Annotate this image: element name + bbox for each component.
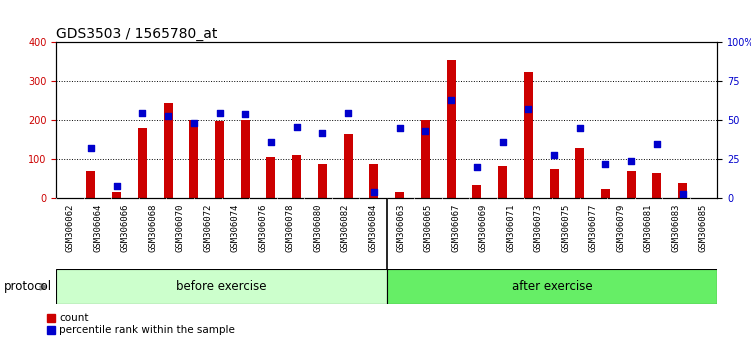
Bar bbox=[267, 157, 276, 198]
Bar bbox=[369, 164, 379, 198]
Text: GSM306063: GSM306063 bbox=[396, 204, 405, 252]
Text: GSM306084: GSM306084 bbox=[369, 204, 378, 252]
Bar bbox=[189, 120, 198, 198]
Point bbox=[316, 130, 328, 136]
Text: GSM306074: GSM306074 bbox=[231, 204, 240, 252]
Point bbox=[496, 139, 508, 145]
Bar bbox=[447, 60, 456, 198]
Point bbox=[471, 164, 483, 170]
Bar bbox=[138, 128, 147, 198]
Legend: count, percentile rank within the sample: count, percentile rank within the sample bbox=[47, 313, 235, 335]
Point bbox=[625, 158, 637, 164]
Point bbox=[213, 110, 225, 115]
Text: GSM306067: GSM306067 bbox=[451, 204, 460, 252]
Text: GSM306071: GSM306071 bbox=[506, 204, 515, 252]
Point bbox=[368, 189, 380, 195]
Text: GSM306066: GSM306066 bbox=[121, 204, 130, 252]
Point bbox=[677, 191, 689, 196]
Text: GSM306078: GSM306078 bbox=[286, 204, 295, 252]
Point bbox=[574, 125, 586, 131]
Text: GSM306069: GSM306069 bbox=[478, 204, 487, 252]
Bar bbox=[498, 166, 507, 198]
Bar bbox=[678, 183, 687, 198]
Bar bbox=[318, 164, 327, 198]
Bar bbox=[395, 193, 404, 198]
Text: GSM306085: GSM306085 bbox=[699, 204, 708, 252]
Bar bbox=[292, 155, 301, 198]
Bar bbox=[86, 171, 95, 198]
Text: GSM306070: GSM306070 bbox=[176, 204, 185, 252]
Text: before exercise: before exercise bbox=[176, 280, 267, 293]
Point bbox=[419, 129, 431, 134]
Point bbox=[188, 121, 200, 126]
Bar bbox=[421, 120, 430, 198]
Bar bbox=[653, 173, 662, 198]
Bar bbox=[523, 72, 532, 198]
Point bbox=[651, 141, 663, 147]
Text: GSM306065: GSM306065 bbox=[424, 204, 433, 252]
Point bbox=[445, 97, 457, 103]
Text: GSM306082: GSM306082 bbox=[341, 204, 350, 252]
Point bbox=[265, 139, 277, 145]
Text: after exercise: after exercise bbox=[511, 280, 593, 293]
Point bbox=[599, 161, 611, 167]
Point bbox=[548, 152, 560, 158]
Bar bbox=[387, 269, 717, 304]
Text: GSM306075: GSM306075 bbox=[561, 204, 570, 252]
Bar bbox=[215, 121, 224, 198]
Text: protocol: protocol bbox=[4, 280, 52, 293]
Text: GSM306077: GSM306077 bbox=[589, 204, 598, 252]
Text: GSM306080: GSM306080 bbox=[313, 204, 322, 252]
Bar bbox=[601, 188, 610, 198]
Point bbox=[240, 111, 252, 117]
Text: GSM306062: GSM306062 bbox=[65, 204, 74, 252]
Text: GSM306072: GSM306072 bbox=[204, 204, 213, 252]
Point bbox=[522, 107, 534, 112]
Text: GSM306076: GSM306076 bbox=[258, 204, 267, 252]
Point bbox=[110, 183, 122, 189]
Text: GSM306068: GSM306068 bbox=[148, 204, 157, 252]
Text: GSM306083: GSM306083 bbox=[671, 204, 680, 252]
Text: GSM306064: GSM306064 bbox=[93, 204, 102, 252]
Point bbox=[162, 113, 174, 119]
Bar bbox=[344, 134, 353, 198]
Point bbox=[291, 124, 303, 130]
Point bbox=[342, 110, 354, 115]
Bar bbox=[164, 103, 173, 198]
Text: GSM306081: GSM306081 bbox=[644, 204, 653, 252]
Bar bbox=[550, 169, 559, 198]
Bar bbox=[626, 171, 635, 198]
Text: GSM306073: GSM306073 bbox=[534, 204, 543, 252]
Bar bbox=[472, 185, 481, 198]
Bar bbox=[56, 269, 387, 304]
Text: GDS3503 / 1565780_at: GDS3503 / 1565780_at bbox=[56, 28, 218, 41]
Point bbox=[394, 125, 406, 131]
Bar bbox=[575, 148, 584, 198]
Point bbox=[85, 145, 97, 151]
Point bbox=[137, 110, 149, 115]
Bar bbox=[241, 120, 250, 198]
Text: GSM306079: GSM306079 bbox=[617, 204, 626, 252]
Bar bbox=[112, 193, 121, 198]
